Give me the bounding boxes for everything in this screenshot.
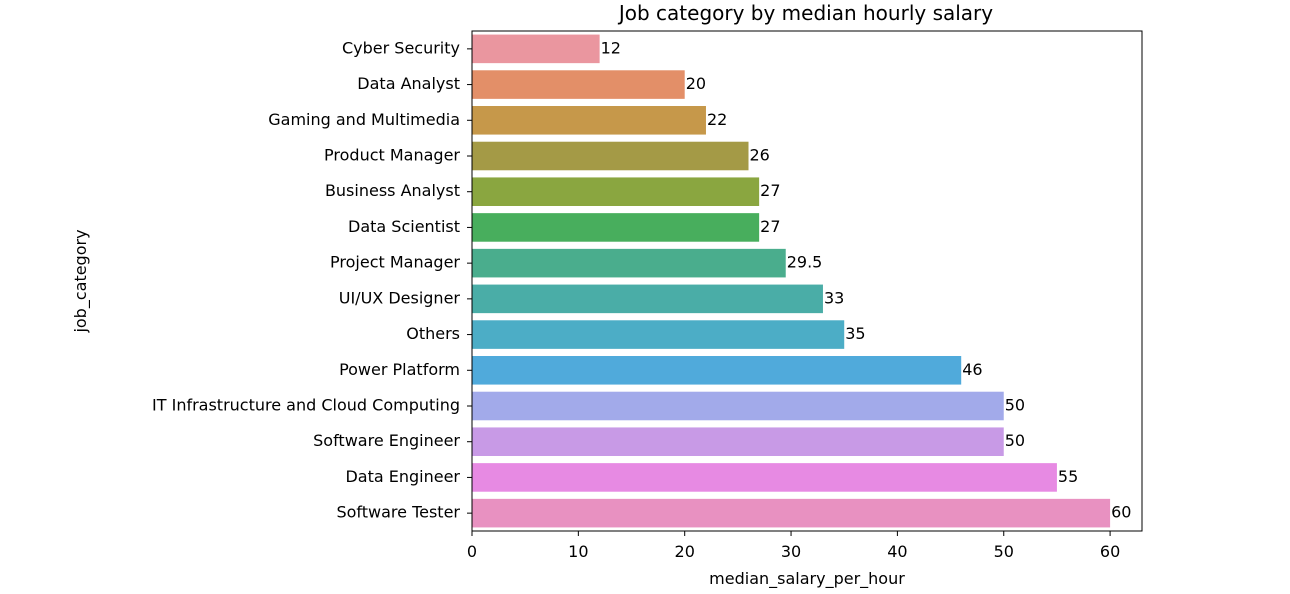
bar xyxy=(472,70,685,99)
data-label: 26 xyxy=(750,146,770,165)
data-label: 50 xyxy=(1005,396,1025,415)
bar xyxy=(472,213,760,242)
y-tick-label: Product Manager xyxy=(324,146,460,165)
y-tick-label: UI/UX Designer xyxy=(339,288,461,307)
data-label: 33 xyxy=(824,288,844,307)
data-label: 35 xyxy=(845,324,865,343)
bar xyxy=(472,463,1057,492)
bar xyxy=(472,320,845,349)
bar xyxy=(472,284,823,314)
data-label: 29.5 xyxy=(787,253,823,272)
x-axis-label: median_salary_per_hour xyxy=(709,569,905,589)
x-tick-label: 30 xyxy=(781,542,801,561)
x-tick-label: 20 xyxy=(675,542,695,561)
y-tick-label: Cyber Security xyxy=(342,38,460,57)
x-tick-label: 10 xyxy=(568,542,588,561)
x-ticks-group: 0 10 20 30 40 50 60 xyxy=(467,531,1120,561)
data-label: 27 xyxy=(760,217,780,236)
bar xyxy=(472,141,749,171)
bar xyxy=(472,427,1004,456)
bar xyxy=(472,34,600,64)
x-tick-label: 50 xyxy=(994,542,1014,561)
chart-title: Job category by median hourly salary xyxy=(617,1,993,25)
y-tick-label: Software Tester xyxy=(336,503,460,522)
x-tick-label: 40 xyxy=(887,542,907,561)
y-tick-label: IT Infrastructure and Cloud Computing xyxy=(152,396,460,415)
data-label: 50 xyxy=(1005,431,1025,450)
bars-group xyxy=(472,34,1111,528)
data-label: 12 xyxy=(601,38,621,57)
y-tick-labels-group: Cyber Security Data Analyst Gaming and Mul… xyxy=(152,38,472,522)
y-tick-label: Project Manager xyxy=(330,253,460,272)
data-label: 60 xyxy=(1111,503,1131,522)
bar xyxy=(472,391,1004,421)
y-tick-label: Data Engineer xyxy=(345,467,460,486)
y-tick-label: Data Analyst xyxy=(357,74,460,93)
plot-frame xyxy=(471,30,1143,532)
y-tick-label: Data Scientist xyxy=(348,217,460,236)
y-tick-label: Business Analyst xyxy=(325,181,460,200)
data-label: 22 xyxy=(707,110,727,129)
y-tick-label: Software Engineer xyxy=(313,431,460,450)
data-label: 46 xyxy=(962,360,982,379)
x-tick-label: 60 xyxy=(1100,542,1120,561)
bar xyxy=(472,248,786,278)
data-label: 27 xyxy=(760,181,780,200)
y-axis-label: job_category xyxy=(71,229,91,333)
bar xyxy=(472,177,760,206)
bar xyxy=(472,498,1111,528)
bar xyxy=(472,356,962,385)
y-tick-label: Gaming and Multimedia xyxy=(268,110,460,129)
data-label: 20 xyxy=(686,74,706,93)
y-tick-label: Others xyxy=(406,324,460,343)
y-tick-label: Power Platform xyxy=(339,360,460,379)
data-label: 55 xyxy=(1058,467,1078,486)
bar xyxy=(472,106,706,135)
x-tick-label: 0 xyxy=(467,542,477,561)
